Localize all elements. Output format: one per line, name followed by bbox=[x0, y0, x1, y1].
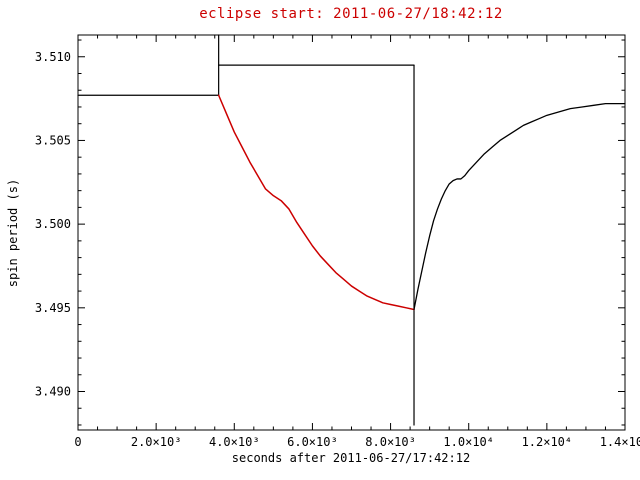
svg-text:1.0×10⁴: 1.0×10⁴ bbox=[443, 435, 494, 449]
x-axis-label: seconds after 2011-06-27/17:42:12 bbox=[232, 451, 470, 465]
svg-text:3.500: 3.500 bbox=[35, 217, 71, 231]
svg-text:4.0×10³: 4.0×10³ bbox=[209, 435, 260, 449]
series-post-eclipse-recovery bbox=[413, 102, 626, 311]
y-axis-label: spin period (s) bbox=[6, 179, 20, 287]
svg-text:8.0×10³: 8.0×10³ bbox=[365, 435, 416, 449]
svg-text:1.2×10⁴: 1.2×10⁴ bbox=[522, 435, 573, 449]
chart-layer: 0 2.0×10³ 4.0×10³ 6.0×10³ 8.0×10³ 1.0×10⁴ 1.2×… bbox=[35, 34, 640, 449]
series-eclipse-spin-down bbox=[217, 94, 415, 311]
chart-title: eclipse start: 2011-06-27/18:42:12 bbox=[199, 6, 503, 22]
svg-text:1.4×10⁴: 1.4×10⁴ bbox=[600, 435, 640, 449]
svg-text:3.510: 3.510 bbox=[35, 50, 71, 64]
svg-text:6.0×10³: 6.0×10³ bbox=[287, 435, 338, 449]
svg-text:3.495: 3.495 bbox=[35, 301, 71, 315]
svg-text:2.0×10³: 2.0×10³ bbox=[131, 435, 182, 449]
svg-text:0: 0 bbox=[74, 435, 81, 449]
svg-text:3.490: 3.490 bbox=[35, 385, 71, 399]
svg-text:3.505: 3.505 bbox=[35, 133, 71, 147]
